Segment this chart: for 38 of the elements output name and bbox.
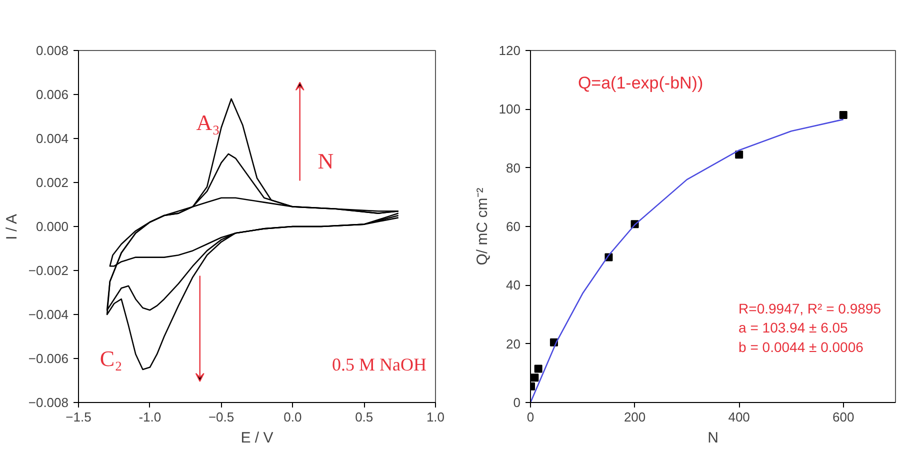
x-axis-title: E / V	[240, 430, 274, 446]
annotation: A₃	[196, 110, 220, 135]
annotation: R=0.9947, R² = 0.9895	[738, 300, 882, 316]
y-tick-label: 120	[498, 43, 521, 58]
y-tick-label: 0.002	[36, 175, 69, 190]
x-axis-title: N	[708, 430, 718, 446]
y-tick-label: 100	[498, 102, 521, 117]
y-tick-label: 0	[513, 395, 521, 410]
y-axis-title: I / A	[3, 214, 20, 240]
annotation: C₂	[100, 346, 122, 371]
y-tick-label: 0.000	[36, 219, 69, 234]
y-tick-label: −0.002	[28, 263, 68, 278]
y-axis-title: Q/ mC cm⁻²	[474, 188, 491, 266]
y-tick-label: 80	[506, 160, 521, 176]
x-tick-label: 0.5	[355, 410, 374, 424]
annotation: Q=a(1-exp(-bN))	[578, 74, 704, 93]
x-tick-label: 600	[832, 410, 854, 424]
annotation: b = 0.0044 ± 0.0006	[738, 338, 864, 355]
y-tick-label: 0.004	[36, 131, 69, 146]
y-tick-label: −0.006	[28, 351, 68, 366]
x-tick-label: 0.0	[284, 410, 302, 424]
x-tick-label: −1.5	[66, 410, 92, 424]
x-tick-label: 200	[624, 410, 646, 424]
x-tick-label: 400	[728, 410, 750, 424]
x-tick-label: -1.0	[138, 410, 162, 424]
x-tick-label: −0.5	[208, 410, 234, 424]
y-tick-label: 20	[506, 336, 521, 352]
annotation: N	[318, 148, 334, 174]
annotation: 0.5 M NaOH	[332, 354, 426, 374]
x-tick-label: 0	[526, 410, 534, 424]
x-tick-label: 1.0	[426, 410, 445, 424]
y-tick-label: 60	[506, 219, 521, 234]
y-tick-label: 40	[506, 278, 521, 293]
y-tick-label: −0.004	[28, 307, 68, 322]
y-tick-label: 0.008	[36, 43, 69, 58]
y-tick-label: 0.006	[36, 87, 69, 102]
annotation: a = 103.94 ± 6.05	[738, 320, 848, 336]
y-tick-label: −0.008	[28, 395, 68, 410]
